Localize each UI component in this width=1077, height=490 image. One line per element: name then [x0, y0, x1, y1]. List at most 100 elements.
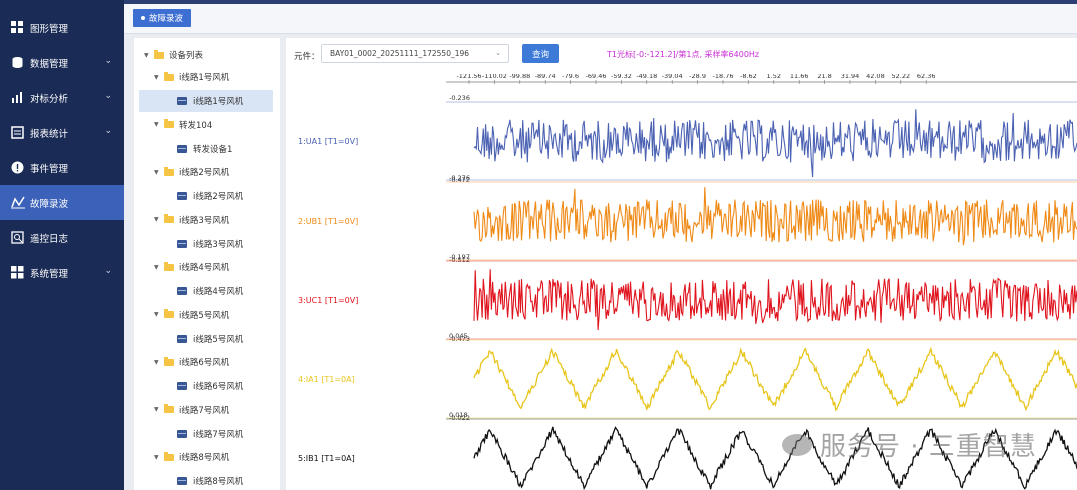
channel-waveform: [473, 187, 1077, 246]
expand-icon[interactable]: ▼: [154, 73, 159, 81]
sidebar-item-1[interactable]: 数据管理 ⌄: [0, 45, 124, 80]
channel-max-label: -0.197: [449, 253, 470, 261]
sidebar-item-7[interactable]: 系统管理 ⌄: [0, 255, 124, 290]
sidebar-item-label: 报表统计: [30, 128, 69, 140]
sidebar-item-2[interactable]: 对标分析 ⌄: [0, 80, 124, 115]
tab-dot-icon: [141, 16, 145, 20]
tree-device-row[interactable]: i线路4号风机: [139, 280, 273, 302]
folder-icon: [164, 261, 174, 271]
time-tick-label: 11.66: [790, 74, 809, 80]
expand-icon[interactable]: ▼: [154, 453, 159, 461]
chevron-down-icon: ⌄: [104, 266, 112, 276]
sidebar-item-label: 故障录波: [30, 198, 69, 210]
tree-root[interactable]: ▼ 设备列表: [134, 44, 280, 66]
channel-waveform: [473, 269, 1077, 331]
device-icon: [177, 97, 187, 105]
tree-device-label: i线路6号风机: [193, 382, 244, 392]
tree-device-row[interactable]: i线路6号风机: [139, 375, 273, 397]
folder-icon: [164, 309, 174, 318]
query-button[interactable]: 查询: [522, 44, 559, 63]
sidebar-item-0[interactable]: 图形管理: [0, 10, 124, 45]
tree-folder-label: i线路4号风机: [179, 263, 230, 273]
file-select[interactable]: BAY01_0002_20251111_172550_196 ⌄: [321, 44, 509, 63]
device-icon: [177, 382, 187, 390]
tree-device-label: i线路8号风机: [193, 477, 244, 487]
expand-icon[interactable]: ▼: [154, 311, 159, 318]
tree-device-row[interactable]: i线路8号风机: [139, 470, 273, 490]
expand-icon[interactable]: ▼: [154, 121, 159, 128]
sidebar: 图形管理 数据管理 ⌄ 对标分析 ⌄ 报表统计 ⌄ 事件管理 故障录波 遥控日志 系统管理 ⌄: [0, 0, 124, 490]
element-label: 元件：: [294, 52, 320, 62]
tree-device-row[interactable]: i线路5号风机: [139, 328, 273, 350]
channel-max-label: 0.018: [449, 411, 468, 419]
sidebar-item-6[interactable]: 遥控日志: [0, 220, 124, 255]
sidebar-item-4[interactable]: 事件管理: [0, 150, 124, 185]
time-tick-label: 31.94: [841, 74, 860, 80]
device-icon: [177, 144, 187, 153]
tree-root-label: 设备列表: [169, 51, 204, 61]
tree-device-row[interactable]: i线路7号风机: [139, 423, 273, 445]
tree-folder-row[interactable]: ▼ i线路3号风机: [134, 209, 280, 231]
tree-folder-label: i线路5号风机: [179, 310, 230, 321]
watermark: 服务号 · 三重智慧: [782, 426, 1037, 463]
device-icon: [177, 239, 187, 248]
windows-icon: [10, 265, 25, 280]
tree-folder-label: i线路6号风机: [179, 358, 230, 368]
tree-folder-row[interactable]: ▼ i线路2号风机: [134, 161, 280, 183]
time-tick-label: -28.9: [689, 74, 706, 80]
top-bar: 故障录波: [124, 0, 1077, 34]
channel-max-label: -0.236: [449, 94, 470, 102]
channel-label: 3:UC1 [T1=0V]: [298, 296, 359, 305]
folder-icon: [164, 71, 174, 81]
tree-folder-row[interactable]: ▼ i线路5号风机: [134, 304, 280, 326]
sidebar-item-3[interactable]: 报表统计 ⌄: [0, 115, 124, 150]
channel-label: 4:IA1 [T1=0A]: [298, 375, 355, 384]
chevron-down-icon: ⌄: [104, 91, 112, 101]
tree-device-label: i线路3号风机: [193, 239, 244, 250]
top-stripe: [124, 0, 1077, 4]
time-tick-label: -79.6: [562, 74, 579, 80]
tree-device-label: i线路5号风机: [193, 334, 244, 345]
alert-icon: [10, 160, 25, 175]
channel-max-label: 0.045: [449, 332, 468, 340]
grid-icon: [10, 20, 25, 35]
expand-icon[interactable]: ▼: [154, 358, 159, 366]
report-icon: [10, 125, 25, 140]
time-tick-label: 62.36: [917, 74, 936, 80]
tree-folder-label: i线路2号风机: [179, 168, 230, 178]
tree-folder-label: i线路7号风机: [179, 405, 230, 416]
sidebar-item-5[interactable]: 故障录波: [0, 185, 124, 220]
expand-icon[interactable]: ▼: [154, 168, 159, 176]
time-tick-label: -110.02: [482, 74, 507, 80]
channel-waveform: [473, 426, 1077, 490]
tree-folder-row[interactable]: ▼ i线路7号风机: [134, 399, 280, 421]
expand-icon[interactable]: ▼: [144, 51, 149, 59]
tree-device-row[interactable]: 转发设备1: [139, 138, 273, 160]
tab-fault-recording[interactable]: 故障录波: [133, 9, 192, 27]
tree-folder-row[interactable]: ▼ 转发104: [134, 114, 280, 136]
channel-waveform: [473, 109, 1077, 178]
tree-device-row[interactable]: i线路2号风机: [139, 185, 273, 207]
expand-icon[interactable]: ▼: [154, 263, 159, 271]
tree-folder-row[interactable]: ▼ i线路6号风机: [134, 351, 280, 373]
device-tree: ▼ 设备列表 ▼ i线路1号风机 i线路1号风机 ▼ 转发104 转发设备1 ▼ i线路2号风…: [134, 38, 280, 490]
database-icon: [10, 55, 25, 70]
tree-device-row[interactable]: i线路3号风机: [139, 233, 273, 255]
expand-icon[interactable]: ▼: [154, 216, 159, 223]
time-tick-label: -59.32: [611, 74, 632, 80]
sidebar-item-label: 遥控日志: [30, 233, 69, 245]
time-tick-label: 1.52: [767, 74, 781, 80]
tree-device-row[interactable]: i线路1号风机: [139, 90, 273, 112]
tree-folder-row[interactable]: ▼ i线路1号风机: [134, 66, 280, 88]
tree-device-label: i线路4号风机: [193, 287, 244, 297]
waveform-chart[interactable]: -121.56 -110.02 -99.88 -89.74 -79.6 -69.46 -59…: [446, 74, 1077, 490]
folder-icon: [164, 119, 174, 128]
bar-chart-icon: [10, 90, 25, 105]
expand-icon[interactable]: ▼: [154, 406, 159, 413]
time-tick-label: -69.46: [586, 74, 607, 80]
sidebar-item-label: 系统管理: [30, 268, 69, 280]
chevron-down-icon: ⌄: [104, 56, 112, 66]
tree-folder-row[interactable]: ▼ i线路4号风机: [134, 256, 280, 278]
tree-folder-row[interactable]: ▼ i线路8号风机: [134, 446, 280, 468]
file-select-value: BAY01_0002_20251111_172550_196: [330, 49, 470, 58]
